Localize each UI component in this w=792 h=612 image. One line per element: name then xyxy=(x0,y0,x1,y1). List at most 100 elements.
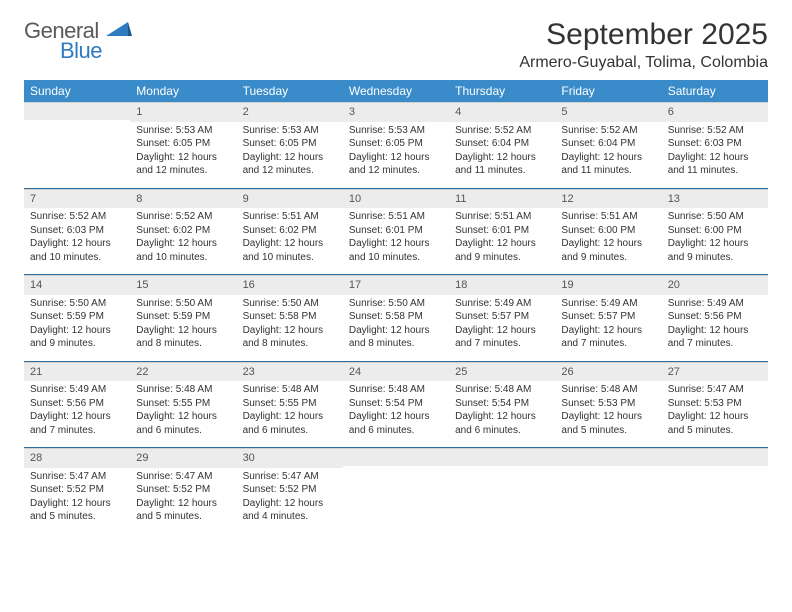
day-number: 24 xyxy=(343,362,449,382)
day-number: 23 xyxy=(237,362,343,382)
day-cell: 9Sunrise: 5:51 AMSunset: 6:02 PMDaylight… xyxy=(237,189,343,275)
day-details: Sunrise: 5:53 AMSunset: 6:05 PMDaylight:… xyxy=(343,122,449,182)
day-details: Sunrise: 5:47 AMSunset: 5:52 PMDaylight:… xyxy=(237,468,343,528)
day-number: 9 xyxy=(237,189,343,209)
logo: General Blue xyxy=(24,18,132,64)
week-row: 1Sunrise: 5:53 AMSunset: 6:05 PMDaylight… xyxy=(24,102,768,188)
day-details: Sunrise: 5:47 AMSunset: 5:53 PMDaylight:… xyxy=(662,381,768,441)
day-cell xyxy=(555,448,661,534)
day-number: 22 xyxy=(130,362,236,382)
day-cell: 17Sunrise: 5:50 AMSunset: 5:58 PMDayligh… xyxy=(343,275,449,361)
month-title: September 2025 xyxy=(519,18,768,52)
week-row: 7Sunrise: 5:52 AMSunset: 6:03 PMDaylight… xyxy=(24,189,768,275)
day-number: 19 xyxy=(555,275,661,295)
day-cell: 4Sunrise: 5:52 AMSunset: 6:04 PMDaylight… xyxy=(449,102,555,188)
weekday-header: Thursday xyxy=(449,80,555,102)
week-row: 21Sunrise: 5:49 AMSunset: 5:56 PMDayligh… xyxy=(24,362,768,448)
calendar-body: 1Sunrise: 5:53 AMSunset: 6:05 PMDaylight… xyxy=(24,102,768,534)
day-number: 12 xyxy=(555,189,661,209)
day-cell: 15Sunrise: 5:50 AMSunset: 5:59 PMDayligh… xyxy=(130,275,236,361)
day-details: Sunrise: 5:51 AMSunset: 6:01 PMDaylight:… xyxy=(343,208,449,268)
day-cell xyxy=(449,448,555,534)
day-cell: 21Sunrise: 5:49 AMSunset: 5:56 PMDayligh… xyxy=(24,362,130,448)
weekday-header: Sunday xyxy=(24,80,130,102)
day-number: 1 xyxy=(130,102,236,122)
day-details: Sunrise: 5:52 AMSunset: 6:02 PMDaylight:… xyxy=(130,208,236,268)
weekday-header: Tuesday xyxy=(237,80,343,102)
day-cell: 16Sunrise: 5:50 AMSunset: 5:58 PMDayligh… xyxy=(237,275,343,361)
day-cell: 24Sunrise: 5:48 AMSunset: 5:54 PMDayligh… xyxy=(343,362,449,448)
day-number: 10 xyxy=(343,189,449,209)
day-number: 26 xyxy=(555,362,661,382)
day-number: 25 xyxy=(449,362,555,382)
day-cell: 12Sunrise: 5:51 AMSunset: 6:00 PMDayligh… xyxy=(555,189,661,275)
day-number: 11 xyxy=(449,189,555,209)
day-cell: 3Sunrise: 5:53 AMSunset: 6:05 PMDaylight… xyxy=(343,102,449,188)
day-details: Sunrise: 5:48 AMSunset: 5:54 PMDaylight:… xyxy=(343,381,449,441)
day-details: Sunrise: 5:48 AMSunset: 5:55 PMDaylight:… xyxy=(130,381,236,441)
weekday-header: Friday xyxy=(555,80,661,102)
day-cell: 7Sunrise: 5:52 AMSunset: 6:03 PMDaylight… xyxy=(24,189,130,275)
day-cell xyxy=(343,448,449,534)
day-cell xyxy=(24,102,130,188)
calendar-table: Sunday Monday Tuesday Wednesday Thursday… xyxy=(24,80,768,534)
day-details: Sunrise: 5:50 AMSunset: 5:59 PMDaylight:… xyxy=(130,295,236,355)
weekday-header: Saturday xyxy=(662,80,768,102)
weekday-header: Monday xyxy=(130,80,236,102)
day-details: Sunrise: 5:49 AMSunset: 5:57 PMDaylight:… xyxy=(449,295,555,355)
logo-text-bottom: Blue xyxy=(60,38,132,64)
header-row: General Blue September 2025 Armero-Guyab… xyxy=(24,18,768,72)
day-details: Sunrise: 5:49 AMSunset: 5:56 PMDaylight:… xyxy=(24,381,130,441)
day-details: Sunrise: 5:51 AMSunset: 6:00 PMDaylight:… xyxy=(555,208,661,268)
day-number: 18 xyxy=(449,275,555,295)
day-details: Sunrise: 5:50 AMSunset: 5:59 PMDaylight:… xyxy=(24,295,130,355)
weekday-header: Wednesday xyxy=(343,80,449,102)
day-cell: 8Sunrise: 5:52 AMSunset: 6:02 PMDaylight… xyxy=(130,189,236,275)
day-number: 27 xyxy=(662,362,768,382)
day-cell: 1Sunrise: 5:53 AMSunset: 6:05 PMDaylight… xyxy=(130,102,236,188)
day-cell: 10Sunrise: 5:51 AMSunset: 6:01 PMDayligh… xyxy=(343,189,449,275)
day-details: Sunrise: 5:52 AMSunset: 6:03 PMDaylight:… xyxy=(24,208,130,268)
day-number: 13 xyxy=(662,189,768,209)
day-cell xyxy=(662,448,768,534)
day-cell: 25Sunrise: 5:48 AMSunset: 5:54 PMDayligh… xyxy=(449,362,555,448)
day-cell: 28Sunrise: 5:47 AMSunset: 5:52 PMDayligh… xyxy=(24,448,130,534)
day-cell: 14Sunrise: 5:50 AMSunset: 5:59 PMDayligh… xyxy=(24,275,130,361)
day-number: 4 xyxy=(449,102,555,122)
day-details: Sunrise: 5:49 AMSunset: 5:56 PMDaylight:… xyxy=(662,295,768,355)
day-cell: 30Sunrise: 5:47 AMSunset: 5:52 PMDayligh… xyxy=(237,448,343,534)
day-cell: 11Sunrise: 5:51 AMSunset: 6:01 PMDayligh… xyxy=(449,189,555,275)
week-row: 14Sunrise: 5:50 AMSunset: 5:59 PMDayligh… xyxy=(24,275,768,361)
day-cell: 5Sunrise: 5:52 AMSunset: 6:04 PMDaylight… xyxy=(555,102,661,188)
day-number: 21 xyxy=(24,362,130,382)
day-number: 30 xyxy=(237,448,343,468)
day-details: Sunrise: 5:50 AMSunset: 6:00 PMDaylight:… xyxy=(662,208,768,268)
day-details: Sunrise: 5:51 AMSunset: 6:01 PMDaylight:… xyxy=(449,208,555,268)
day-number: 17 xyxy=(343,275,449,295)
day-details: Sunrise: 5:48 AMSunset: 5:53 PMDaylight:… xyxy=(555,381,661,441)
day-cell: 19Sunrise: 5:49 AMSunset: 5:57 PMDayligh… xyxy=(555,275,661,361)
day-number: 8 xyxy=(130,189,236,209)
day-number: 7 xyxy=(24,189,130,209)
calendar-page: General Blue September 2025 Armero-Guyab… xyxy=(0,0,792,534)
day-number: 16 xyxy=(237,275,343,295)
day-number xyxy=(555,448,661,466)
day-cell: 13Sunrise: 5:50 AMSunset: 6:00 PMDayligh… xyxy=(662,189,768,275)
day-details: Sunrise: 5:52 AMSunset: 6:04 PMDaylight:… xyxy=(449,122,555,182)
day-cell: 26Sunrise: 5:48 AMSunset: 5:53 PMDayligh… xyxy=(555,362,661,448)
day-details: Sunrise: 5:48 AMSunset: 5:54 PMDaylight:… xyxy=(449,381,555,441)
day-number: 3 xyxy=(343,102,449,122)
day-cell: 29Sunrise: 5:47 AMSunset: 5:52 PMDayligh… xyxy=(130,448,236,534)
location-subtitle: Armero-Guyabal, Tolima, Colombia xyxy=(519,54,768,72)
day-number: 5 xyxy=(555,102,661,122)
day-details: Sunrise: 5:53 AMSunset: 6:05 PMDaylight:… xyxy=(130,122,236,182)
week-row: 28Sunrise: 5:47 AMSunset: 5:52 PMDayligh… xyxy=(24,448,768,534)
weekday-header-row: Sunday Monday Tuesday Wednesday Thursday… xyxy=(24,80,768,102)
day-cell: 27Sunrise: 5:47 AMSunset: 5:53 PMDayligh… xyxy=(662,362,768,448)
day-number xyxy=(24,102,130,120)
day-number xyxy=(343,448,449,466)
day-cell: 18Sunrise: 5:49 AMSunset: 5:57 PMDayligh… xyxy=(449,275,555,361)
day-number: 14 xyxy=(24,275,130,295)
day-number: 20 xyxy=(662,275,768,295)
day-cell: 6Sunrise: 5:52 AMSunset: 6:03 PMDaylight… xyxy=(662,102,768,188)
